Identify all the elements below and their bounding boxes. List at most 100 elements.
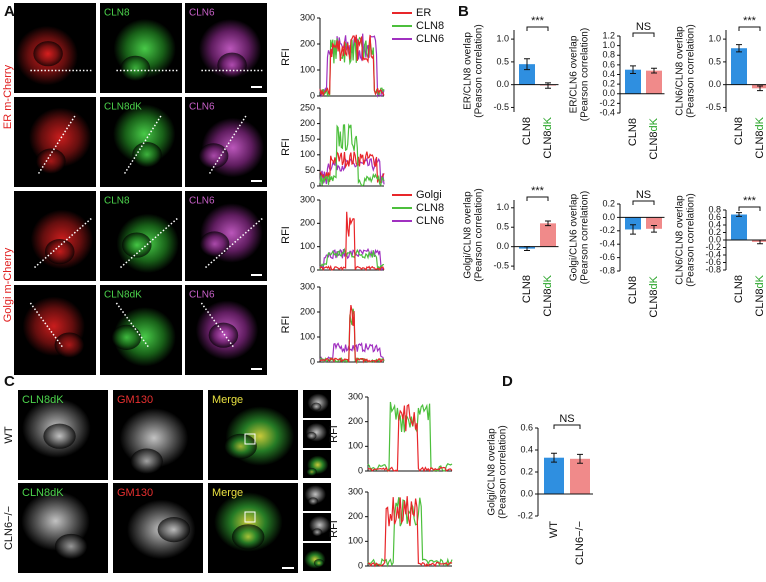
y-axis-label: (Pearson correlation) [474,188,485,281]
profile-trace [319,247,385,271]
row-label: ER m-Cherry [2,64,14,129]
bar [625,69,641,94]
y-tick-label: -0.8 [705,264,721,274]
y-tick-label: 0.8 [602,50,615,60]
y-tick-label: 1.0 [708,33,721,43]
x-tick-label: CLN8 [733,117,745,145]
cell-signal [217,52,247,78]
y-tick-label: 0.0 [496,241,509,251]
y-tick-label: 0.0 [496,79,509,89]
y-tick-label: 0 [358,465,363,475]
error-bar [736,44,742,53]
y-tick-label: 200 [300,218,315,228]
y-axis-label: RFI [280,48,292,66]
bar [540,223,556,247]
x-tick-label: CLN8 [521,275,533,303]
bar [646,70,662,94]
bar [519,64,535,85]
y-tick-label: 300 [300,194,315,204]
y-axis-label: RFI [280,226,292,244]
significance-bracket [632,200,655,205]
y-tick-label: 0.0 [602,212,615,222]
image-label: CLN6 [189,290,215,301]
roi-box [244,433,256,445]
y-tick-label: 200 [348,416,363,426]
y-axis-label: RFI [328,425,340,443]
y-tick-label: 0.6 [520,422,533,432]
profile-trace [367,497,453,568]
y-axis-label: RFI [328,520,340,538]
error-bar [736,212,742,217]
cell-signal [113,307,176,367]
y-tick-label: 0.0 [602,88,615,98]
y-axis-label: RFI [280,138,292,156]
panel-label: A [4,3,15,20]
y-tick-label: 200 [300,38,315,48]
y-tick-label: 250 [300,102,315,112]
y-tick-label: 300 [348,391,363,401]
y-axis-label: (Pearson correlation) [474,24,485,117]
y-tick-label: 1.0 [496,202,509,212]
x-tick-label: CLN8 [627,118,639,146]
y-tick-label: -0.2 [705,242,721,252]
image-label: CLN8 [104,196,130,207]
profile-trace [319,36,385,98]
row-label: WT [3,426,15,443]
y-tick-label: 0.5 [496,222,509,232]
x-tick-label: CLN8dK [542,116,554,158]
y-tick-label: 0.0 [708,234,721,244]
image-label: CLN6 [189,8,215,19]
bar [646,217,662,229]
image-label: CLN6 [189,196,215,207]
y-tick-label: -0.4 [705,249,721,259]
image-label: Merge [212,394,243,406]
x-tick-label: CLN8dK [754,274,766,316]
cell-signal [312,528,323,537]
bar [544,457,564,494]
y-tick-label: 0 [310,264,315,274]
y-tick-label: 100 [348,441,363,451]
profile-trace [367,496,453,568]
cell-signal [111,324,142,350]
cell-signal [36,148,66,174]
y-tick-label: 0 [358,560,363,570]
profile-trace [367,403,453,473]
y-tick-label: 0.0 [708,79,721,89]
x-tick-label: CLN6−/− [574,521,586,565]
y-tick-label: 0 [310,356,315,366]
profile-line [115,302,150,349]
y-tick-label: 100 [300,64,315,74]
y-tick-label: 0 [310,90,315,100]
y-tick-label: -0.4 [599,107,615,117]
error-bar [577,453,583,464]
y-tick-label: 200 [348,511,363,521]
cell-signal [311,402,322,411]
y-axis-label: (Pearson correlation) [686,24,697,117]
bar [625,217,641,230]
image-label: GM130 [117,394,153,406]
error-bar [630,65,636,75]
significance-label: *** [743,15,757,27]
profile-line [205,217,264,269]
panel-label: C [4,373,15,390]
cell-signal [199,231,230,257]
cell-signal [44,238,75,265]
profile-line [120,217,179,269]
image-label: CLN6 [189,102,215,113]
y-axis-label: (Pearson correlation) [580,191,591,284]
profile-line [200,302,235,349]
y-tick-label: 0.5 [496,56,509,66]
y-axis-label: Golgi/CLN8 overlap [487,428,498,516]
significance-label: *** [531,15,545,27]
row-label: CLN6−/− [3,506,15,550]
significance-bracket [738,206,761,211]
error-bar [651,224,657,233]
cell-signal [313,559,324,567]
profile-line [29,302,64,349]
y-tick-label: 100 [300,331,315,341]
y-tick-label: -0.8 [599,265,615,275]
y-axis-label: (Pearson correlation) [580,28,591,121]
error-bar [524,58,530,71]
image-label: CLN8dK [22,487,64,499]
y-tick-label: 150 [300,134,315,144]
